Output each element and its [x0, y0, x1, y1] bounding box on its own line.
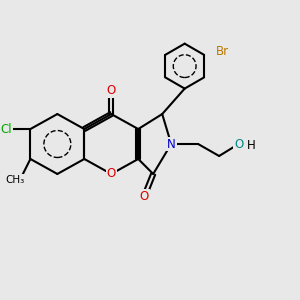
- Text: O: O: [107, 167, 116, 181]
- Text: O: O: [107, 84, 116, 97]
- Text: N: N: [167, 137, 176, 151]
- Text: O: O: [234, 137, 243, 151]
- Text: Br: Br: [215, 45, 229, 58]
- Text: O: O: [140, 190, 149, 203]
- Text: H: H: [247, 139, 256, 152]
- Text: CH₃: CH₃: [6, 175, 25, 185]
- Text: Cl: Cl: [1, 122, 12, 136]
